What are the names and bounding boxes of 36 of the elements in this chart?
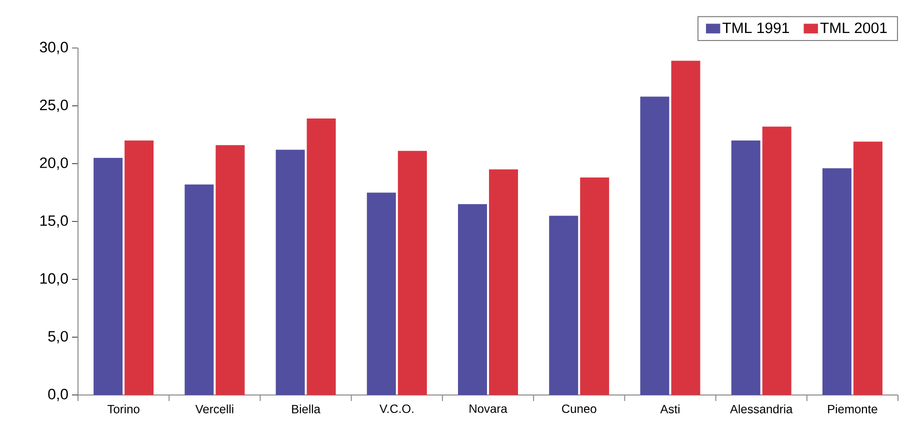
- bar: [822, 168, 852, 395]
- bar: [731, 140, 760, 395]
- legend-label: TML 2001: [820, 22, 887, 34]
- x-tick-label: Alessandria: [730, 404, 793, 414]
- bar: [398, 150, 427, 395]
- bar: [94, 158, 123, 395]
- x-tick-label: Vercelli: [195, 404, 234, 414]
- y-tick-label: 20,0: [40, 157, 68, 170]
- bar: [124, 140, 154, 395]
- bar: [580, 178, 610, 395]
- bar: [458, 204, 488, 395]
- x-tick-label: Torino: [107, 404, 140, 414]
- bar: [306, 118, 336, 395]
- y-tick-label: 15,0: [40, 215, 68, 228]
- bar: [366, 192, 396, 395]
- bar: [276, 150, 305, 395]
- x-tick-label: Cuneo: [562, 404, 596, 414]
- y-tick-label: 5,0: [48, 330, 68, 344]
- y-tick-label: 25,0: [40, 100, 68, 112]
- x-tick-label: Novara: [470, 404, 508, 413]
- x-tick-label: Piemonte: [828, 404, 878, 414]
- x-tick-label: Asti: [660, 404, 680, 414]
- y-tick-label: 0,0: [48, 388, 68, 402]
- x-tick-label: V.C.O.: [379, 404, 414, 414]
- bar: [762, 126, 792, 395]
- bar: [216, 145, 245, 395]
- bar: [671, 60, 700, 395]
- y-tick-label: 30,0: [40, 42, 68, 54]
- bar: [489, 169, 518, 395]
- x-tick-label: Biella: [292, 404, 320, 414]
- legend-label: TML 1991: [722, 22, 789, 34]
- bar: [640, 96, 670, 395]
- bar: [184, 184, 214, 395]
- y-tick-label: 10,0: [40, 273, 68, 286]
- bar: [853, 142, 882, 395]
- bar: [549, 216, 578, 395]
